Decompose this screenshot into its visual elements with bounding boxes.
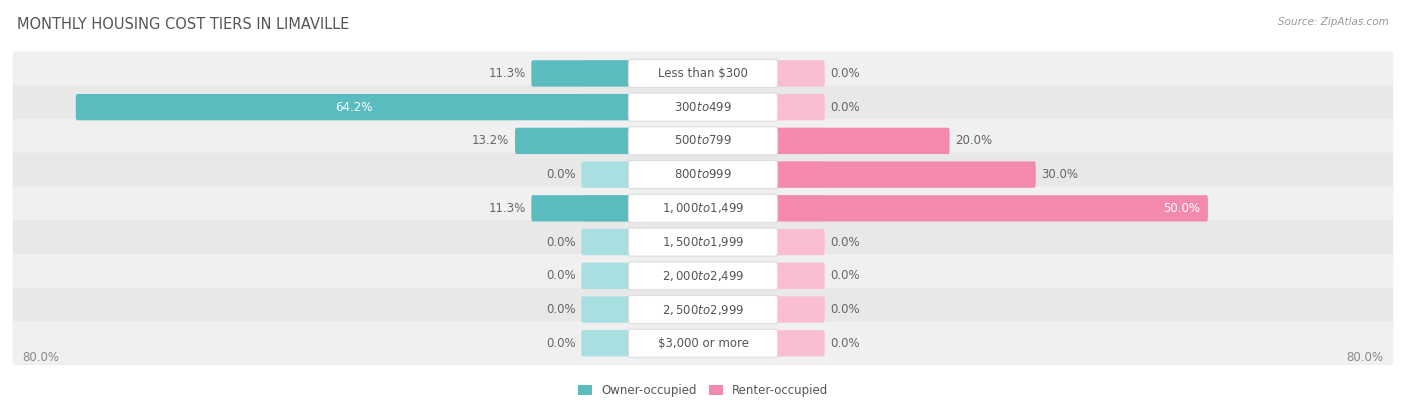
Text: 0.0%: 0.0% <box>546 303 575 316</box>
Text: 0.0%: 0.0% <box>546 168 575 181</box>
Text: 30.0%: 30.0% <box>1042 168 1078 181</box>
FancyBboxPatch shape <box>628 262 778 290</box>
Text: 0.0%: 0.0% <box>831 101 860 114</box>
FancyBboxPatch shape <box>515 128 631 154</box>
Text: Source: ZipAtlas.com: Source: ZipAtlas.com <box>1278 17 1389 27</box>
FancyBboxPatch shape <box>13 153 1393 197</box>
Text: 80.0%: 80.0% <box>1347 351 1384 364</box>
Text: 0.0%: 0.0% <box>546 337 575 350</box>
Text: 0.0%: 0.0% <box>831 269 860 282</box>
Text: 0.0%: 0.0% <box>831 67 860 80</box>
FancyBboxPatch shape <box>13 321 1393 365</box>
FancyBboxPatch shape <box>775 94 825 120</box>
FancyBboxPatch shape <box>628 127 778 155</box>
Text: $1,000 to $1,499: $1,000 to $1,499 <box>662 201 744 215</box>
Text: 0.0%: 0.0% <box>546 269 575 282</box>
Text: 11.3%: 11.3% <box>488 202 526 215</box>
Legend: Owner-occupied, Renter-occupied: Owner-occupied, Renter-occupied <box>578 384 828 397</box>
FancyBboxPatch shape <box>775 195 1208 222</box>
FancyBboxPatch shape <box>581 229 631 255</box>
Text: 0.0%: 0.0% <box>831 236 860 249</box>
FancyBboxPatch shape <box>581 195 631 222</box>
Text: 80.0%: 80.0% <box>22 351 59 364</box>
Text: 0.0%: 0.0% <box>546 236 575 249</box>
FancyBboxPatch shape <box>775 128 825 154</box>
FancyBboxPatch shape <box>628 295 778 324</box>
FancyBboxPatch shape <box>775 296 825 323</box>
FancyBboxPatch shape <box>628 59 778 88</box>
FancyBboxPatch shape <box>13 288 1393 332</box>
FancyBboxPatch shape <box>581 60 631 87</box>
FancyBboxPatch shape <box>581 128 631 154</box>
FancyBboxPatch shape <box>775 60 825 87</box>
Text: $2,500 to $2,999: $2,500 to $2,999 <box>662 303 744 317</box>
FancyBboxPatch shape <box>531 195 631 222</box>
FancyBboxPatch shape <box>581 330 631 356</box>
FancyBboxPatch shape <box>581 296 631 323</box>
FancyBboxPatch shape <box>775 161 825 188</box>
FancyBboxPatch shape <box>581 94 631 120</box>
FancyBboxPatch shape <box>628 329 778 357</box>
FancyBboxPatch shape <box>628 161 778 189</box>
FancyBboxPatch shape <box>13 85 1393 129</box>
FancyBboxPatch shape <box>76 94 631 120</box>
FancyBboxPatch shape <box>531 60 631 87</box>
Text: $3,000 or more: $3,000 or more <box>658 337 748 350</box>
FancyBboxPatch shape <box>775 229 825 255</box>
FancyBboxPatch shape <box>13 51 1393 95</box>
FancyBboxPatch shape <box>775 330 825 356</box>
FancyBboxPatch shape <box>13 220 1393 264</box>
Text: 11.3%: 11.3% <box>488 67 526 80</box>
FancyBboxPatch shape <box>628 194 778 222</box>
Text: $800 to $999: $800 to $999 <box>673 168 733 181</box>
Text: MONTHLY HOUSING COST TIERS IN LIMAVILLE: MONTHLY HOUSING COST TIERS IN LIMAVILLE <box>17 17 349 32</box>
FancyBboxPatch shape <box>775 263 825 289</box>
Text: $2,000 to $2,499: $2,000 to $2,499 <box>662 269 744 283</box>
FancyBboxPatch shape <box>13 119 1393 163</box>
FancyBboxPatch shape <box>628 93 778 121</box>
Text: 50.0%: 50.0% <box>1163 202 1199 215</box>
Text: $1,500 to $1,999: $1,500 to $1,999 <box>662 235 744 249</box>
Text: 0.0%: 0.0% <box>831 303 860 316</box>
Text: 20.0%: 20.0% <box>955 134 993 147</box>
FancyBboxPatch shape <box>581 161 631 188</box>
Text: $500 to $799: $500 to $799 <box>673 134 733 147</box>
FancyBboxPatch shape <box>775 128 949 154</box>
FancyBboxPatch shape <box>581 263 631 289</box>
Text: 64.2%: 64.2% <box>335 101 373 114</box>
Text: Less than $300: Less than $300 <box>658 67 748 80</box>
FancyBboxPatch shape <box>775 195 825 222</box>
FancyBboxPatch shape <box>628 228 778 256</box>
Text: $300 to $499: $300 to $499 <box>673 101 733 114</box>
FancyBboxPatch shape <box>13 254 1393 298</box>
FancyBboxPatch shape <box>13 186 1393 230</box>
FancyBboxPatch shape <box>775 161 1036 188</box>
Text: 13.2%: 13.2% <box>472 134 509 147</box>
Text: 0.0%: 0.0% <box>831 337 860 350</box>
